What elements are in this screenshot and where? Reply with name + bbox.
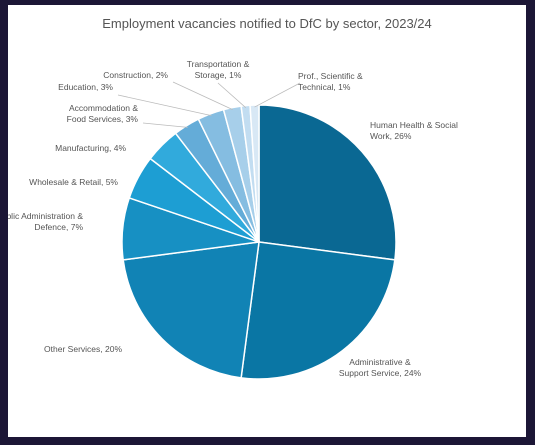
slice-label-line: Construction, 2% [103,70,168,80]
slice-label: Administrative & Support Service, 24% [339,357,422,378]
leader-line [217,82,247,108]
slice-label-line: Manufacturing, 4% [55,143,126,153]
slice-label-line: Transportation & [187,59,250,69]
pie-slice [240,241,396,380]
slice-label: Construction, 2% [103,70,168,80]
slice-label: Transportation & Storage, 1% [187,59,250,80]
slice-label-line: Administrative & [349,357,411,367]
chart-card: Employment vacancies notified to DfC by … [8,5,526,437]
slice-label-line: Defence, 7% [34,222,83,232]
slice-label-line: Technical, 1% [298,82,351,92]
slice-label-line: Support Service, 24% [339,368,422,378]
leader-line [117,94,212,117]
pie-slice [122,241,260,379]
slice-label-line: Education, 3% [58,82,113,92]
slice-label-line: Work, 26% [370,131,412,141]
slice-label: Education, 3% [58,82,113,92]
slice-label-line: Accommodation & [69,103,138,113]
slice-label: Other Services, 20% [44,344,122,354]
slice-label-line: Other Services, 20% [44,344,122,354]
leader-line [254,82,301,108]
slice-label: Prof., Scientific & Technical, 1% [298,71,363,92]
slice-label-line: Human Health & Social [370,120,458,130]
slice-label-line: Storage, 1% [195,70,242,80]
slice-label: Public Administration &Defence, 7% [8,211,83,232]
slice-label: Accommodation & Food Services, 3% [67,103,139,124]
slice-label-line: Food Services, 3% [67,114,139,124]
slice-label-line: Wholesale & Retail, 5% [29,177,118,187]
leader-line [142,122,188,128]
pie-chart: Human Health & Social Work, 26% Administra… [8,59,458,380]
chart-title: Employment vacancies notified to DfC by … [102,16,432,31]
leader-line [172,81,233,110]
pie-slice [258,104,397,261]
slice-label: Manufacturing, 4% [55,143,126,153]
slice-label: Human Health & Social Work, 26% [370,120,458,141]
slice-label: Wholesale & Retail, 5% [29,177,118,187]
slice-label-line: Public Administration & [8,211,83,221]
slice-label-line: Prof., Scientific & [298,71,363,81]
